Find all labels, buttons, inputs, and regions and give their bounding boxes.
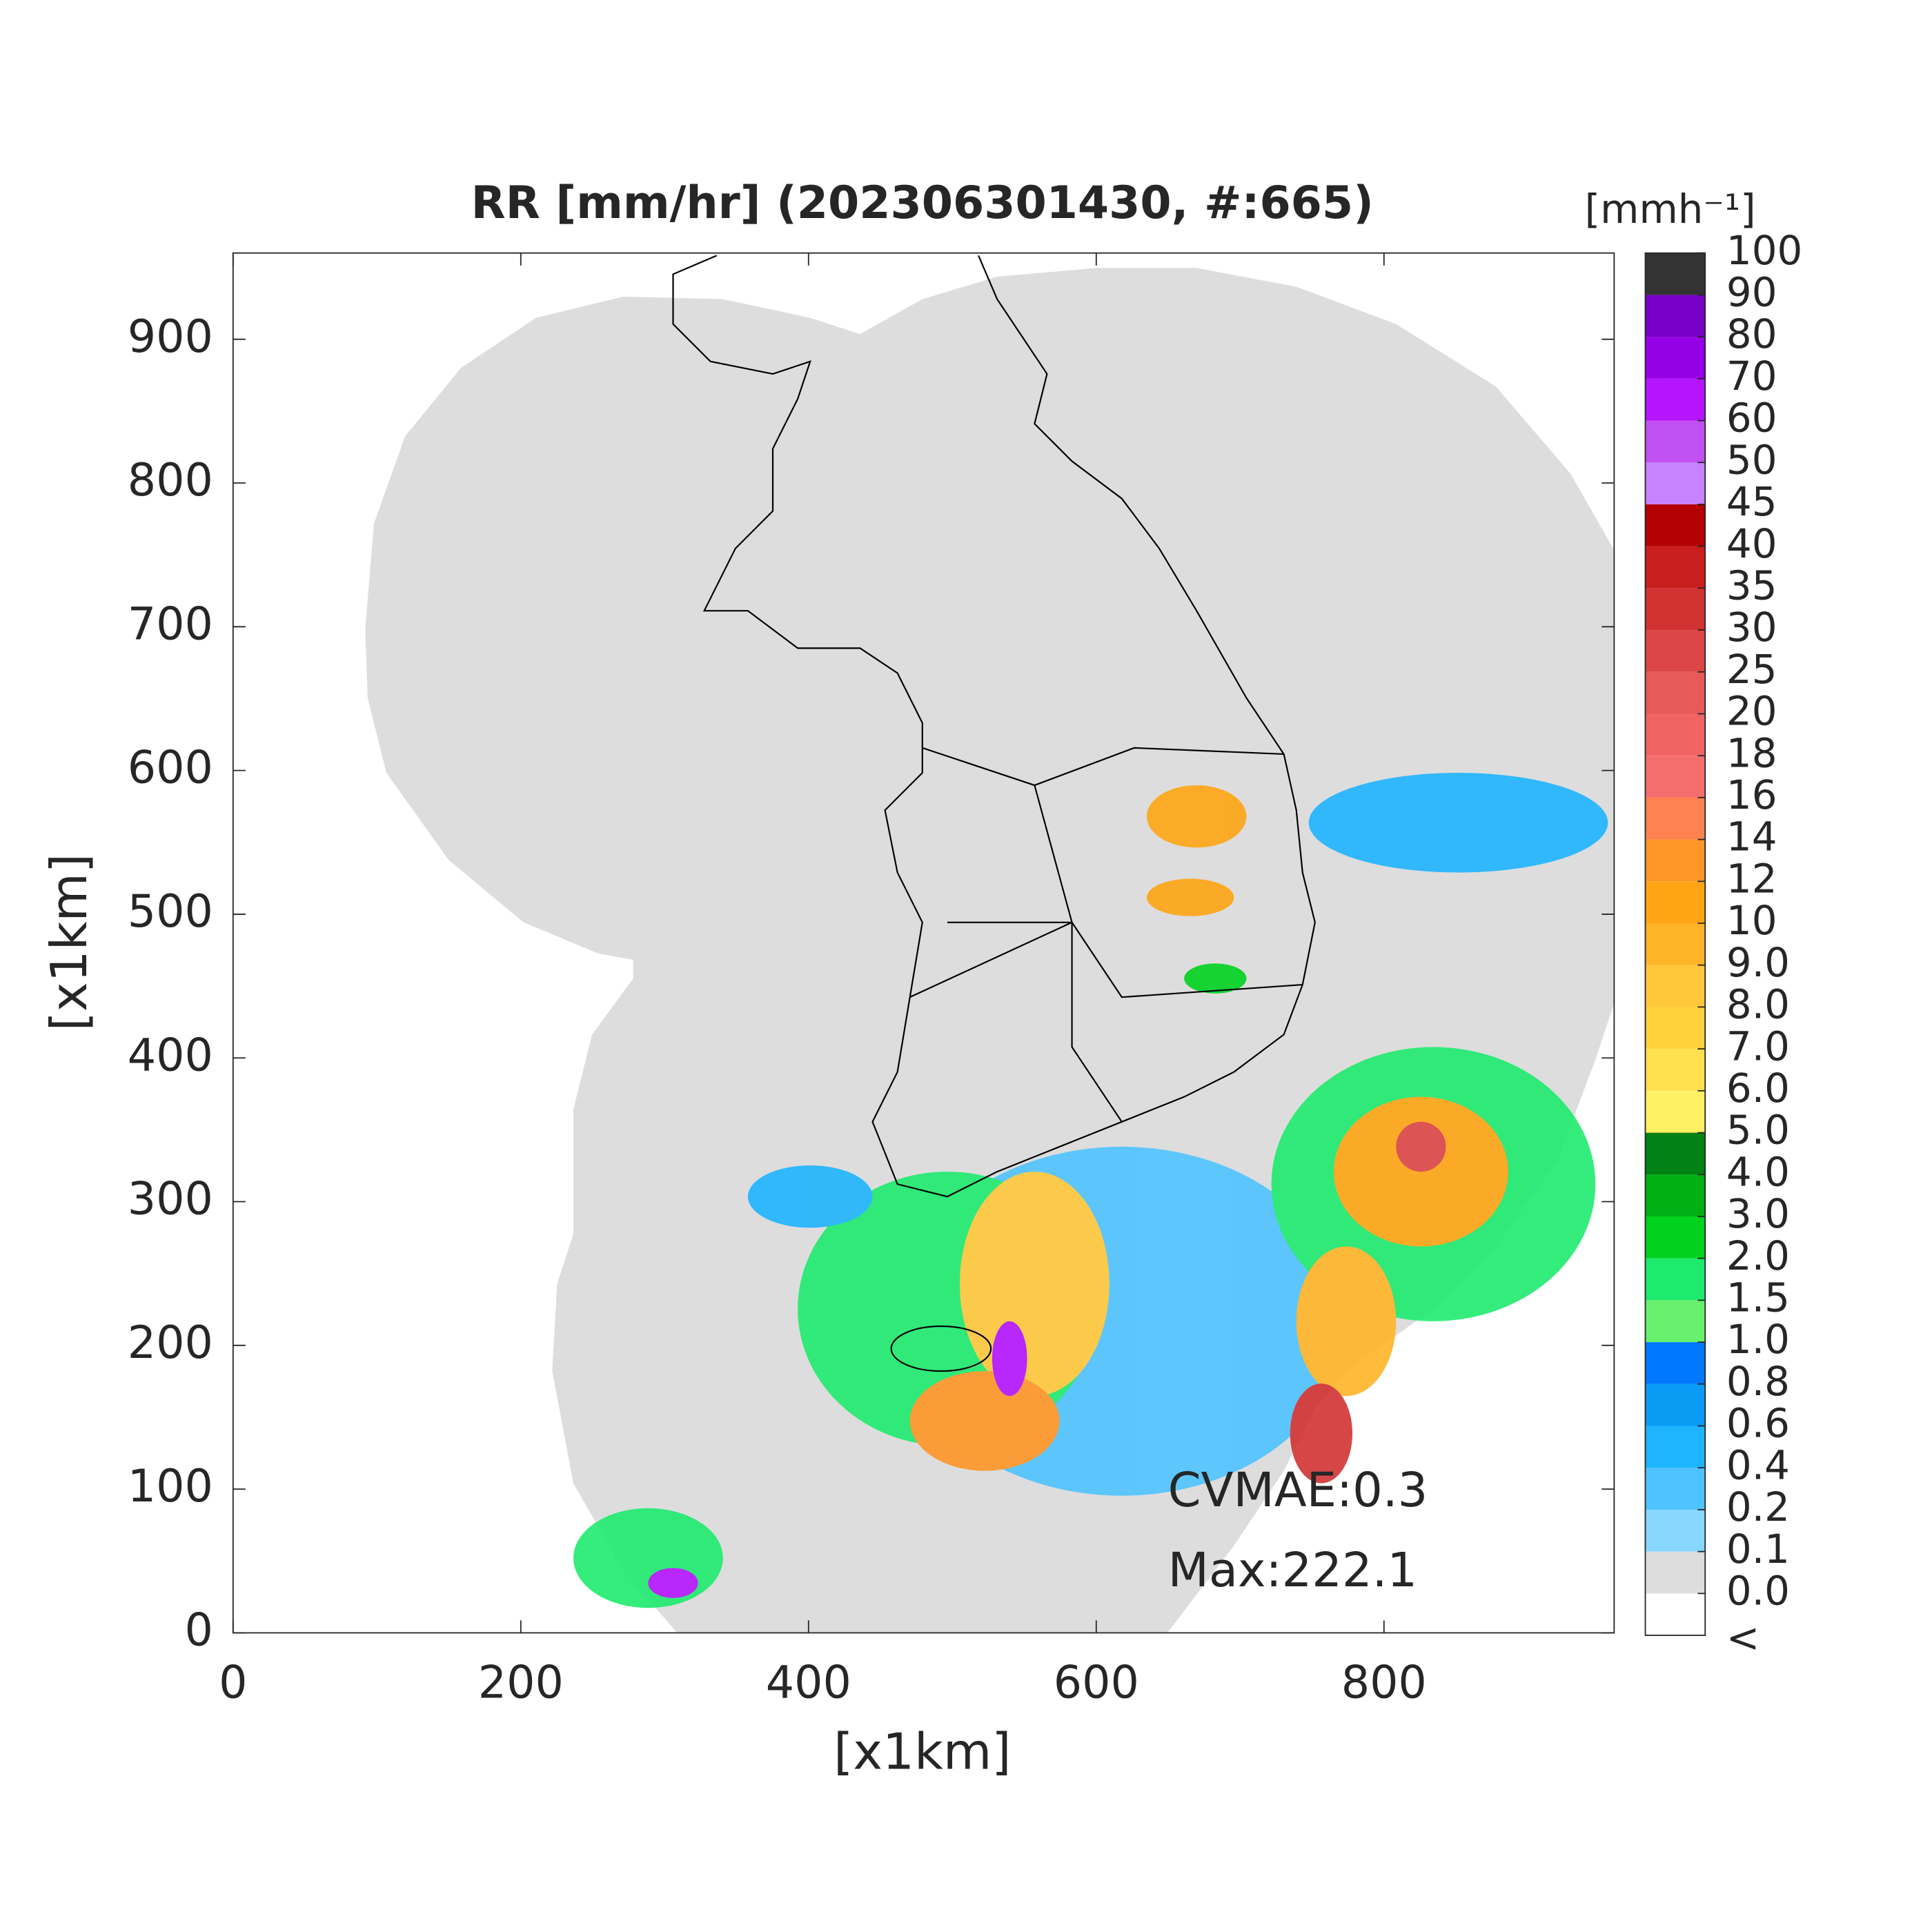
colorbar-segment [1645, 1216, 1706, 1259]
plot-frame [232, 252, 1615, 1634]
colorbar-segment [1645, 1174, 1706, 1216]
colorbar-tick-label: 18 [1726, 729, 1777, 776]
colorbar-segment [1645, 713, 1706, 756]
colorbar-segment [1645, 588, 1706, 631]
chart-title: RR [mm/hr] (202306301430, #:665) [471, 177, 1374, 229]
map-layer [365, 255, 1615, 1633]
colorbar-tick-label: 25 [1726, 646, 1777, 693]
y-axis-label: [x1km] [41, 854, 99, 1031]
annotation: Max:222.1 [1168, 1543, 1417, 1598]
colorbar-tick-label: 7.0 [1726, 1023, 1790, 1070]
y-tick-label: 700 [128, 598, 213, 650]
x-tick-label: 800 [1341, 1657, 1427, 1708]
colorbar-tick-label: 0.2 [1726, 1483, 1790, 1530]
colorbar-segment [1645, 1090, 1706, 1133]
colorbar-tick-label: 14 [1726, 814, 1777, 860]
colorbar-tick-label: 5.0 [1726, 1107, 1790, 1154]
x-tick-label: 200 [478, 1657, 564, 1708]
colorbar-segment [1645, 378, 1706, 421]
colorbar-frame [1644, 252, 1706, 1636]
colorbar-segment [1645, 756, 1706, 798]
colorbar-tick-label: 40 [1726, 520, 1777, 567]
y-tick-label: 300 [128, 1174, 213, 1225]
colorbar-tick-label: 50 [1726, 436, 1777, 483]
colorbar-tick-label: < [1726, 1614, 1759, 1661]
y-tick-label: 600 [128, 742, 213, 794]
x-tick-label: 0 [219, 1657, 247, 1708]
colorbar-segment [1645, 1383, 1706, 1426]
colorbar-segment [1645, 923, 1706, 965]
y-tick-label: 900 [128, 311, 213, 363]
colorbar-tick-label: 60 [1726, 395, 1777, 442]
colorbar-tick-label: 100 [1726, 227, 1802, 274]
y-tick-label: 200 [128, 1317, 213, 1369]
precipitation [573, 773, 1608, 1608]
colorbar-tick-label: 45 [1726, 478, 1777, 525]
colorbar-segment [1645, 1593, 1706, 1636]
colorbar-segment [1645, 337, 1706, 379]
colorbar-segment [1645, 504, 1706, 546]
colorbar-tick-label: 0.0 [1726, 1567, 1790, 1614]
x-tick-label: 400 [766, 1657, 851, 1708]
colorbar-label: [mmh⁻¹] [1585, 186, 1756, 233]
colorbar-tick-label: 10 [1726, 897, 1777, 944]
x-axis-label: [x1km] [834, 1723, 1011, 1781]
colorbar-tick-label: 2.0 [1726, 1232, 1790, 1279]
colorbar-tick-label: 35 [1726, 562, 1777, 609]
colorbar-segment [1645, 1509, 1706, 1552]
colorbar-segment [1645, 1342, 1706, 1384]
colorbar-segment [1645, 881, 1706, 924]
colorbar-segment [1645, 965, 1706, 1007]
colorbar-tick-label: 0.4 [1726, 1441, 1790, 1488]
colorbar-tick-label: 30 [1726, 604, 1777, 651]
colorbar-segment [1645, 1049, 1706, 1091]
colorbar-segment [1645, 420, 1706, 463]
colorbar-tick-label: 16 [1726, 771, 1777, 818]
colorbar-segment [1645, 295, 1706, 337]
y-tick-label: 800 [128, 455, 213, 506]
colorbar-segment [1645, 797, 1706, 840]
colorbar-segment [1645, 839, 1706, 882]
annotation: CVMAE:0.3 [1168, 1463, 1428, 1518]
colorbar-tick-label: 70 [1726, 353, 1777, 400]
colorbar-tick-label: 8.0 [1726, 981, 1790, 1028]
x-tick-label: 600 [1054, 1657, 1139, 1708]
colorbar-tick-label: 6.0 [1726, 1065, 1790, 1112]
colorbar-segment [1645, 462, 1706, 504]
colorbar-segment [1645, 1468, 1706, 1510]
colorbar-tick-label: 4.0 [1726, 1148, 1790, 1195]
colorbar-segment [1645, 671, 1706, 714]
y-tick-label: 400 [128, 1029, 213, 1081]
colorbar-tick-label: 0.8 [1726, 1358, 1790, 1405]
colorbar-segment [1645, 1007, 1706, 1049]
colorbar-tick-label: 1.5 [1726, 1274, 1790, 1321]
colorbar-tick-label: 12 [1726, 855, 1777, 902]
colorbar-tick-label: 0.6 [1726, 1400, 1790, 1447]
colorbar-tick-label: 1.0 [1726, 1316, 1790, 1363]
colorbar-tick-label: 0.1 [1726, 1526, 1790, 1573]
colorbar-tick-label: 9.0 [1726, 939, 1790, 986]
colorbar-segment [1645, 1132, 1706, 1175]
colorbar-tick-label: 3.0 [1726, 1190, 1790, 1237]
y-tick-label: 0 [185, 1605, 213, 1657]
coastline [672, 255, 1316, 1372]
y-tick-label: 500 [128, 886, 213, 938]
colorbar-tick-label: 90 [1726, 269, 1777, 316]
colorbar-segment [1645, 1426, 1706, 1468]
colorbar-tick-label: 80 [1726, 310, 1777, 357]
colorbar-segment [1645, 546, 1706, 589]
y-tick-label: 100 [128, 1461, 213, 1512]
colorbar-tick-label: 20 [1726, 688, 1777, 735]
colorbar-segment [1645, 1551, 1706, 1594]
colorbar-segment [1645, 1258, 1706, 1301]
colorbar-segment [1645, 630, 1706, 672]
colorbar-segment [1645, 1300, 1706, 1343]
colorbar-segment [1645, 253, 1706, 295]
